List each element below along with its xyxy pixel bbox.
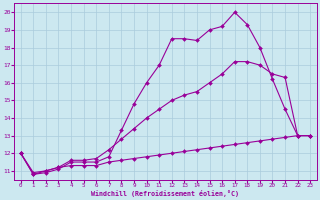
X-axis label: Windchill (Refroidissement éolien,°C): Windchill (Refroidissement éolien,°C) (92, 190, 239, 197)
